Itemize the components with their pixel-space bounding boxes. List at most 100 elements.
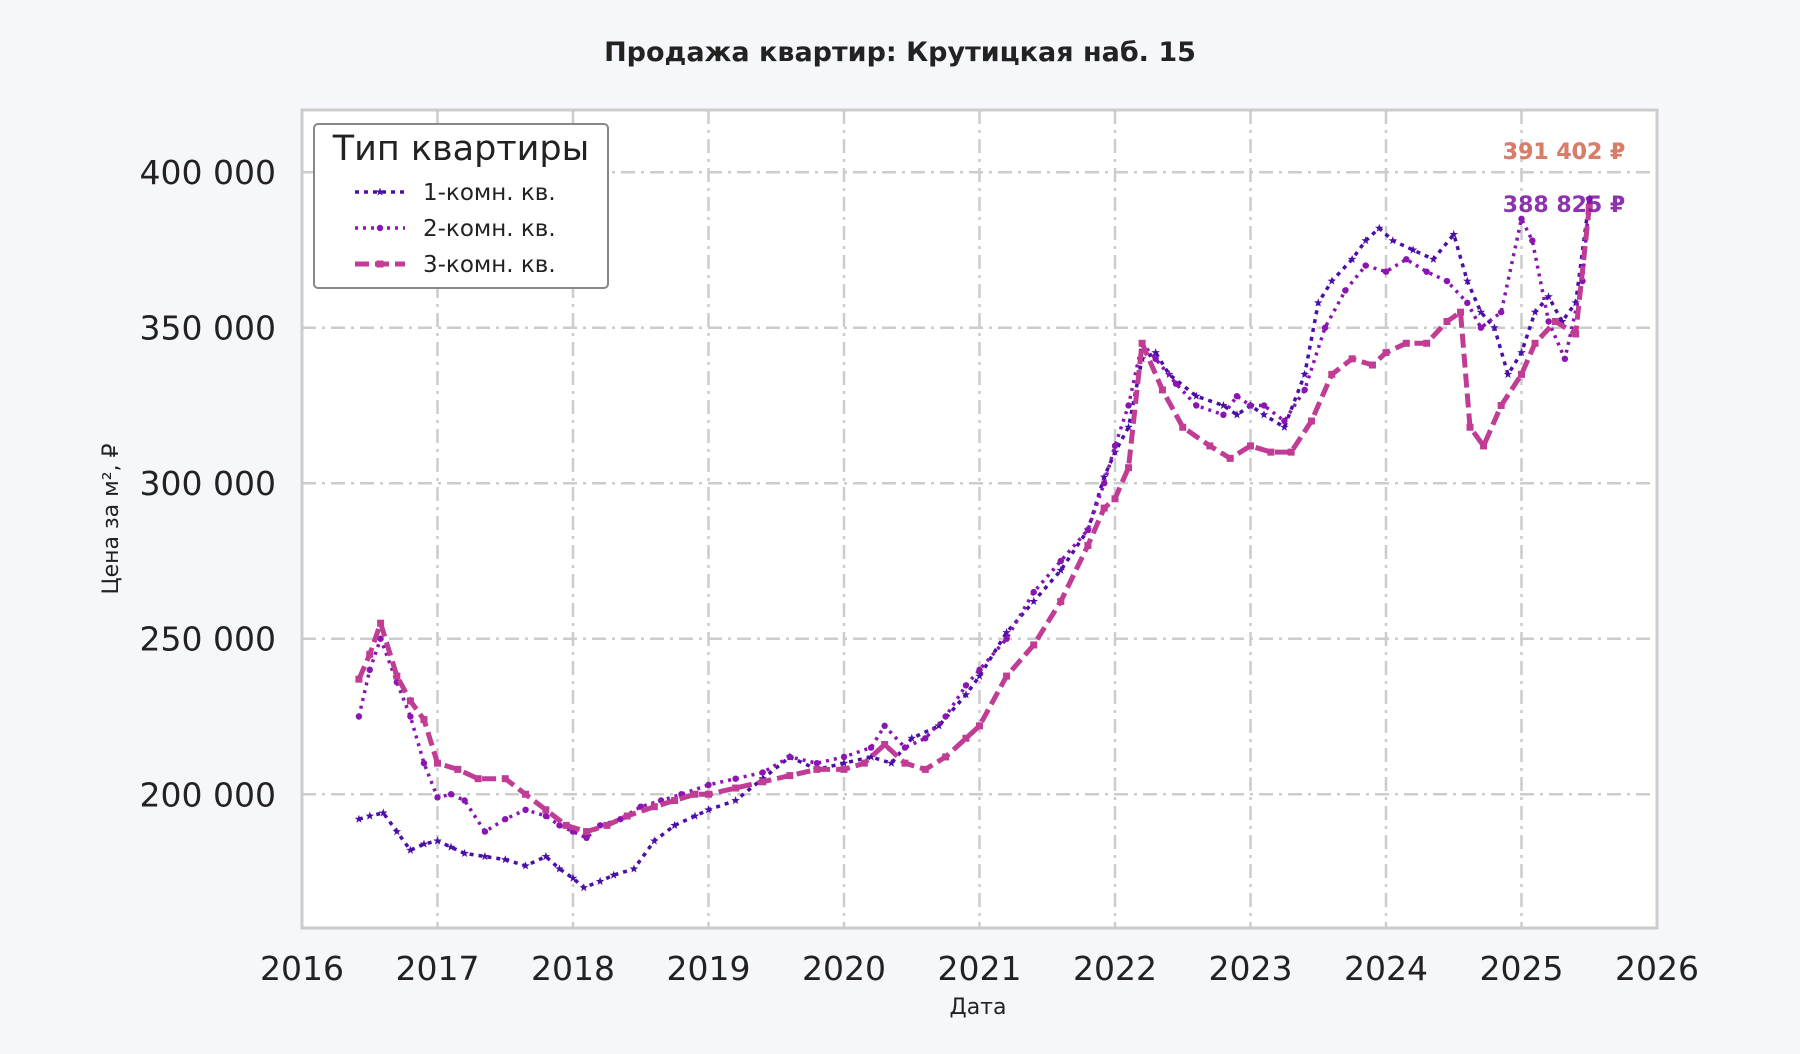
data-point <box>690 811 700 820</box>
data-point <box>1281 417 1288 425</box>
data-point <box>907 733 916 742</box>
data-point <box>454 765 462 773</box>
data-point <box>502 815 509 823</box>
data-point <box>1138 339 1146 347</box>
data-point <box>629 864 639 873</box>
data-point <box>1206 442 1214 450</box>
x-tick-label: 2020 <box>802 949 886 988</box>
data-point <box>1477 324 1485 331</box>
data-point <box>786 772 794 780</box>
data-point <box>705 790 712 798</box>
series-2 <box>355 195 1593 842</box>
data-point <box>901 744 909 751</box>
x-tick-label: 2023 <box>1209 949 1293 988</box>
data-point <box>377 635 384 642</box>
data-point <box>355 713 363 720</box>
data-point <box>434 759 441 767</box>
data-point <box>376 224 384 232</box>
data-point <box>375 187 385 196</box>
legend-label: 1-комн. кв. <box>423 180 556 206</box>
data-point <box>1557 317 1567 326</box>
data-point <box>1572 330 1580 338</box>
data-point <box>650 803 658 811</box>
data-point <box>731 796 740 805</box>
data-point <box>420 759 428 767</box>
data-point <box>887 758 896 767</box>
data-point <box>1457 308 1465 316</box>
data-point <box>922 735 929 742</box>
data-point <box>1531 339 1539 347</box>
data-point <box>1192 391 1201 400</box>
data-point <box>1307 417 1315 425</box>
data-point <box>1529 237 1536 244</box>
data-point <box>840 753 848 761</box>
data-point <box>579 883 589 892</box>
data-point <box>1220 411 1227 419</box>
data-point <box>1585 203 1593 211</box>
data-point <box>406 845 415 854</box>
y-tick-label: 400 000 <box>140 153 276 192</box>
data-point <box>1172 380 1180 387</box>
data-point <box>420 716 428 724</box>
data-point <box>1259 410 1269 419</box>
legend-item: 1-комн. кв. <box>355 180 556 206</box>
data-point <box>1561 355 1569 363</box>
data-point <box>1530 307 1540 316</box>
legend-box <box>313 123 609 289</box>
legend: Тип квартиры 1-комн. кв. 2-комн. кв. 3-ком… <box>313 123 609 289</box>
data-point <box>1003 672 1011 680</box>
data-point <box>1327 276 1337 285</box>
series-line <box>356 206 1592 835</box>
data-point <box>596 822 604 829</box>
data-point <box>1586 195 1593 203</box>
data-point <box>961 690 971 699</box>
data-point <box>1321 324 1329 331</box>
x-tick-label: 2022 <box>1073 949 1157 988</box>
data-point <box>1544 292 1553 301</box>
data-point <box>1497 308 1505 316</box>
legend-label: 3-комн. кв. <box>423 252 556 278</box>
data-point <box>759 778 767 786</box>
data-point <box>446 842 456 851</box>
data-point <box>1232 410 1242 419</box>
data-point <box>521 861 530 870</box>
data-point <box>603 821 611 829</box>
legend-item: 3-комн. кв. <box>355 252 556 278</box>
data-point <box>1497 401 1505 409</box>
x-tick-label: 2025 <box>1480 949 1564 988</box>
data-point <box>1100 480 1108 487</box>
annotations: 391 402 ₽391 402 ₽388 825 ₽ <box>1503 140 1625 218</box>
data-point <box>1361 236 1370 245</box>
data-point <box>1551 317 1559 325</box>
data-point <box>1030 588 1037 596</box>
data-point <box>1517 348 1526 357</box>
data-point <box>1403 256 1410 263</box>
data-point <box>1301 386 1308 394</box>
data-point <box>934 721 944 730</box>
data-point <box>379 808 388 817</box>
data-point <box>839 758 849 767</box>
data-point <box>1287 448 1295 456</box>
data-point <box>1429 254 1438 263</box>
data-point <box>1233 392 1241 400</box>
y-tick-label: 350 000 <box>140 309 276 348</box>
data-point <box>1368 361 1376 369</box>
data-point <box>1084 541 1092 549</box>
data-point <box>1099 472 1109 481</box>
x-tick-label: 2017 <box>396 949 480 988</box>
data-point <box>377 619 385 627</box>
data-point <box>1057 557 1065 565</box>
data-point <box>1464 299 1471 307</box>
data-point <box>366 666 373 674</box>
data-point <box>1463 276 1472 285</box>
data-point <box>976 666 983 674</box>
legend-title: Тип квартиры <box>332 129 590 169</box>
data-point <box>1300 369 1309 378</box>
data-point <box>406 697 414 705</box>
data-point <box>1466 423 1474 431</box>
x-axis-label: Дата <box>950 995 1007 1020</box>
data-point <box>1328 370 1336 378</box>
data-point <box>1280 422 1289 431</box>
data-point <box>1267 448 1275 456</box>
